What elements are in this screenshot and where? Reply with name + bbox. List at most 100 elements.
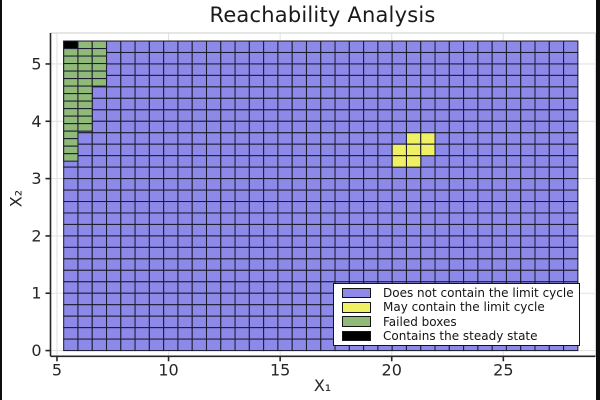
box-does-not-contain xyxy=(291,155,308,168)
box-does-not-contain xyxy=(205,63,222,76)
box-does-not-contain xyxy=(205,281,222,294)
box-does-not-contain xyxy=(205,109,222,122)
box-does-not-contain xyxy=(520,109,536,122)
box-does-not-contain xyxy=(148,178,165,191)
box-does-not-contain xyxy=(391,63,407,76)
box-does-not-contain xyxy=(163,269,179,283)
box-does-not-contain xyxy=(463,189,479,203)
right-edge-bar xyxy=(596,0,600,400)
box-does-not-contain xyxy=(134,292,150,306)
box-does-not-contain xyxy=(505,235,522,248)
box-may-contain xyxy=(405,155,422,168)
box-does-not-contain xyxy=(148,143,165,157)
box-does-not-contain xyxy=(420,155,436,168)
box-does-not-contain xyxy=(263,223,279,237)
box-failed xyxy=(77,70,93,80)
box-does-not-contain xyxy=(77,246,93,260)
box-does-not-contain xyxy=(305,246,322,260)
box-does-not-contain xyxy=(148,246,165,260)
box-does-not-contain xyxy=(177,201,193,214)
box-does-not-contain xyxy=(477,178,493,191)
box-does-not-contain xyxy=(448,40,465,54)
box-does-not-contain xyxy=(205,235,222,248)
box-does-not-contain xyxy=(77,143,93,157)
box-does-not-contain xyxy=(191,189,208,203)
box-does-not-contain xyxy=(248,258,265,271)
box-does-not-contain xyxy=(477,269,493,283)
box-does-not-contain xyxy=(120,315,136,329)
box-does-not-contain xyxy=(77,212,93,225)
box-does-not-contain xyxy=(348,51,365,65)
box-does-not-contain xyxy=(277,109,293,122)
box-does-not-contain xyxy=(405,246,422,260)
box-does-not-contain xyxy=(105,315,122,329)
box-does-not-contain xyxy=(291,86,308,99)
box-does-not-contain xyxy=(220,246,236,260)
box-does-not-contain xyxy=(234,166,250,180)
box-does-not-contain xyxy=(320,51,336,65)
box-does-not-contain xyxy=(477,51,493,65)
box-does-not-contain xyxy=(391,189,407,203)
box-does-not-contain xyxy=(363,109,379,122)
box-does-not-contain xyxy=(77,304,93,317)
box-failed xyxy=(63,130,79,140)
box-does-not-contain xyxy=(305,178,322,191)
box-does-not-contain xyxy=(491,120,507,134)
box-does-not-contain xyxy=(205,86,222,99)
box-does-not-contain xyxy=(434,74,450,88)
box-does-not-contain xyxy=(320,223,336,237)
box-does-not-contain xyxy=(291,143,308,157)
box-does-not-contain xyxy=(220,235,236,248)
box-does-not-contain xyxy=(120,120,136,134)
box-does-not-contain xyxy=(377,201,393,214)
box-does-not-contain xyxy=(148,51,165,65)
box-does-not-contain xyxy=(348,40,365,54)
box-does-not-contain xyxy=(263,201,279,214)
box-does-not-contain xyxy=(363,246,379,260)
box-does-not-contain xyxy=(220,74,236,88)
box-does-not-contain xyxy=(448,201,465,214)
box-does-not-contain xyxy=(163,327,179,340)
box-does-not-contain xyxy=(163,40,179,54)
box-does-not-contain xyxy=(220,212,236,225)
steady-state-swatch xyxy=(342,330,371,342)
box-does-not-contain xyxy=(363,212,379,225)
box-does-not-contain xyxy=(205,40,222,54)
x-tick-label: 25 xyxy=(493,360,513,379)
box-does-not-contain xyxy=(405,269,422,283)
box-does-not-contain xyxy=(134,166,150,180)
box-does-not-contain xyxy=(148,292,165,306)
box-does-not-contain xyxy=(105,74,122,88)
box-does-not-contain xyxy=(434,120,450,134)
box-does-not-contain xyxy=(534,86,550,99)
box-does-not-contain xyxy=(277,304,293,317)
box-does-not-contain xyxy=(205,292,222,306)
box-failed xyxy=(63,55,79,65)
box-does-not-contain xyxy=(263,74,279,88)
box-does-not-contain xyxy=(291,281,308,294)
box-does-not-contain xyxy=(120,338,136,352)
box-does-not-contain xyxy=(448,269,465,283)
box-does-not-contain xyxy=(505,74,522,88)
box-does-not-contain xyxy=(263,51,279,65)
box-does-not-contain xyxy=(491,246,507,260)
box-does-not-contain xyxy=(248,63,265,76)
box-does-not-contain xyxy=(105,201,122,214)
box-does-not-contain xyxy=(377,63,393,76)
box-does-not-contain xyxy=(563,269,579,283)
box-does-not-contain xyxy=(105,246,122,260)
box-does-not-contain xyxy=(191,281,208,294)
box-does-not-contain xyxy=(163,155,179,168)
box-does-not-contain xyxy=(177,292,193,306)
box-does-not-contain xyxy=(177,132,193,145)
box-does-not-contain xyxy=(534,155,550,168)
box-does-not-contain xyxy=(277,155,293,168)
box-does-not-contain xyxy=(248,304,265,317)
box-does-not-contain xyxy=(563,143,579,157)
box-does-not-contain xyxy=(448,74,465,88)
box-does-not-contain xyxy=(220,155,236,168)
box-does-not-contain xyxy=(277,281,293,294)
box-does-not-contain xyxy=(248,235,265,248)
box-does-not-contain xyxy=(463,155,479,168)
box-does-not-contain xyxy=(134,338,150,352)
